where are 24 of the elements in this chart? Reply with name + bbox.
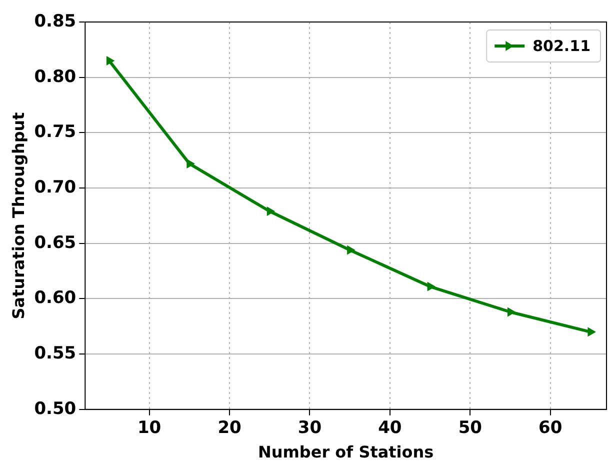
point xyxy=(588,328,596,336)
point xyxy=(186,159,194,168)
point xyxy=(266,207,274,216)
y-tick-label: 0.50 xyxy=(34,398,76,419)
point xyxy=(508,308,515,316)
legend-label: 802.11 xyxy=(532,36,591,55)
x-tick-label: 10 xyxy=(137,418,162,438)
y-tick-label: 0.75 xyxy=(34,122,76,142)
x-tick-label: 20 xyxy=(218,418,242,438)
y-tick-label: 0.80 xyxy=(34,66,76,87)
y-tick-label: 0.70 xyxy=(34,177,76,198)
y-tick-label: 0.55 xyxy=(34,343,76,364)
y-axis-title: Saturation Throughput xyxy=(8,112,28,320)
y-tick-label: 0.85 xyxy=(34,11,76,32)
y-tick-label: 0.65 xyxy=(34,232,76,253)
x-tick-label: 60 xyxy=(538,418,562,438)
point xyxy=(427,282,435,291)
point xyxy=(347,246,355,254)
x-tick-label: 40 xyxy=(378,418,402,438)
y-tick-label: 0.60 xyxy=(34,288,76,308)
point xyxy=(106,56,114,65)
x-tick-label: 30 xyxy=(298,418,322,438)
x-tick-label: 50 xyxy=(458,418,482,438)
x-axis-title: Number of Stations xyxy=(258,442,434,462)
